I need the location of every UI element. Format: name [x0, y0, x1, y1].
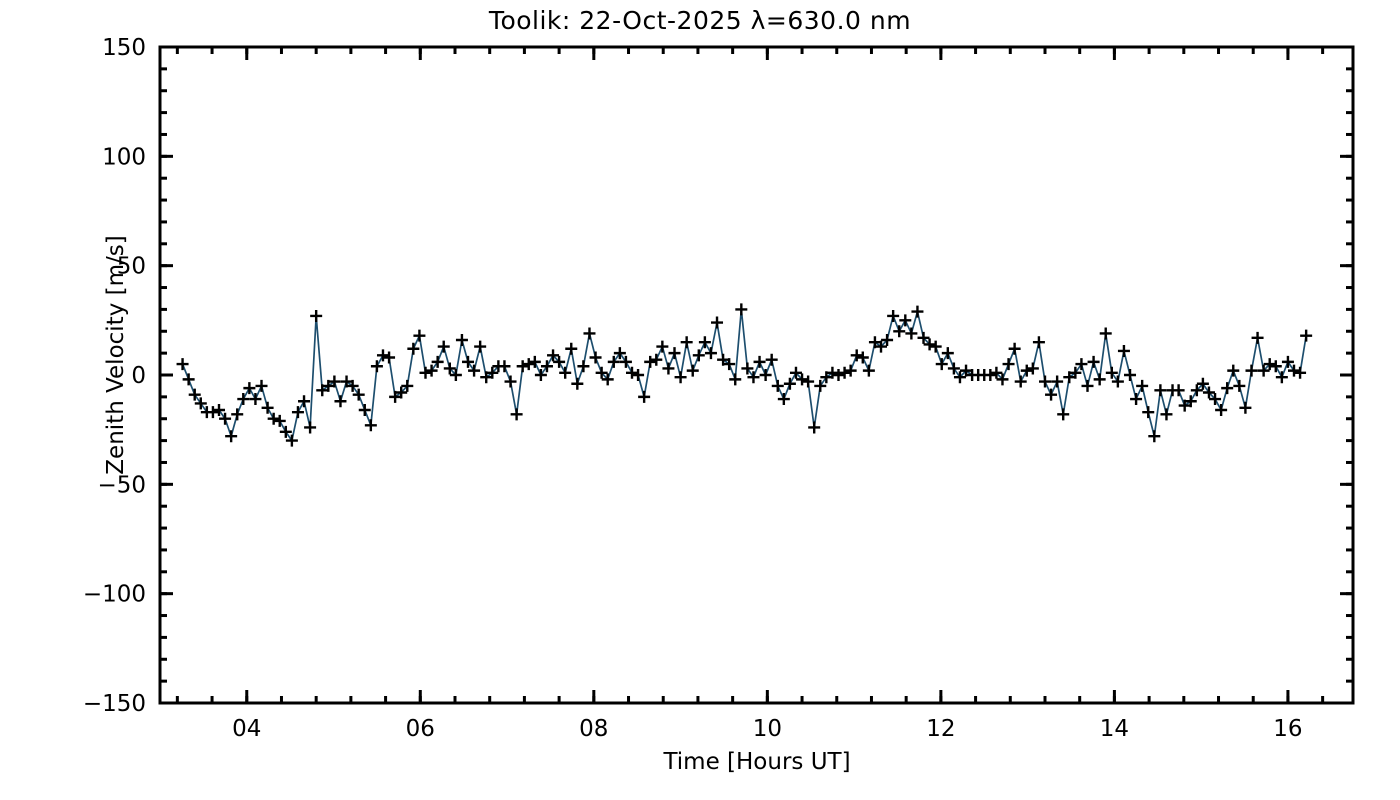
x-tick-label: 04	[232, 716, 261, 742]
y-axis-label: Zenith Velocity [m/s]	[103, 235, 129, 475]
y-tick-label: −100	[83, 582, 146, 608]
y-tick-label: 0	[131, 363, 146, 389]
plot-frame	[158, 45, 1355, 705]
data-line	[181, 308, 1307, 442]
data-series-0	[176, 303, 1313, 447]
y-tick-label: 100	[102, 144, 146, 170]
x-axis-label: Time [Hours UT]	[663, 749, 851, 775]
chart-title: Toolik: 22-Oct-2025 λ=630.0 nm	[488, 6, 912, 35]
x-tick-label: 14	[1100, 716, 1129, 742]
x-tick-label: 12	[926, 716, 955, 742]
x-tick-label: 06	[406, 716, 435, 742]
y-tick-label: −150	[83, 691, 146, 717]
x-tick-label: 16	[1273, 716, 1302, 742]
y-tick-label: −50	[97, 472, 146, 498]
y-tick-label: 150	[102, 35, 146, 61]
x-tick-label: 08	[579, 716, 608, 742]
y-tick-label: 50	[117, 254, 146, 280]
data-markers	[176, 303, 1313, 447]
x-tick-label: 10	[753, 716, 782, 742]
